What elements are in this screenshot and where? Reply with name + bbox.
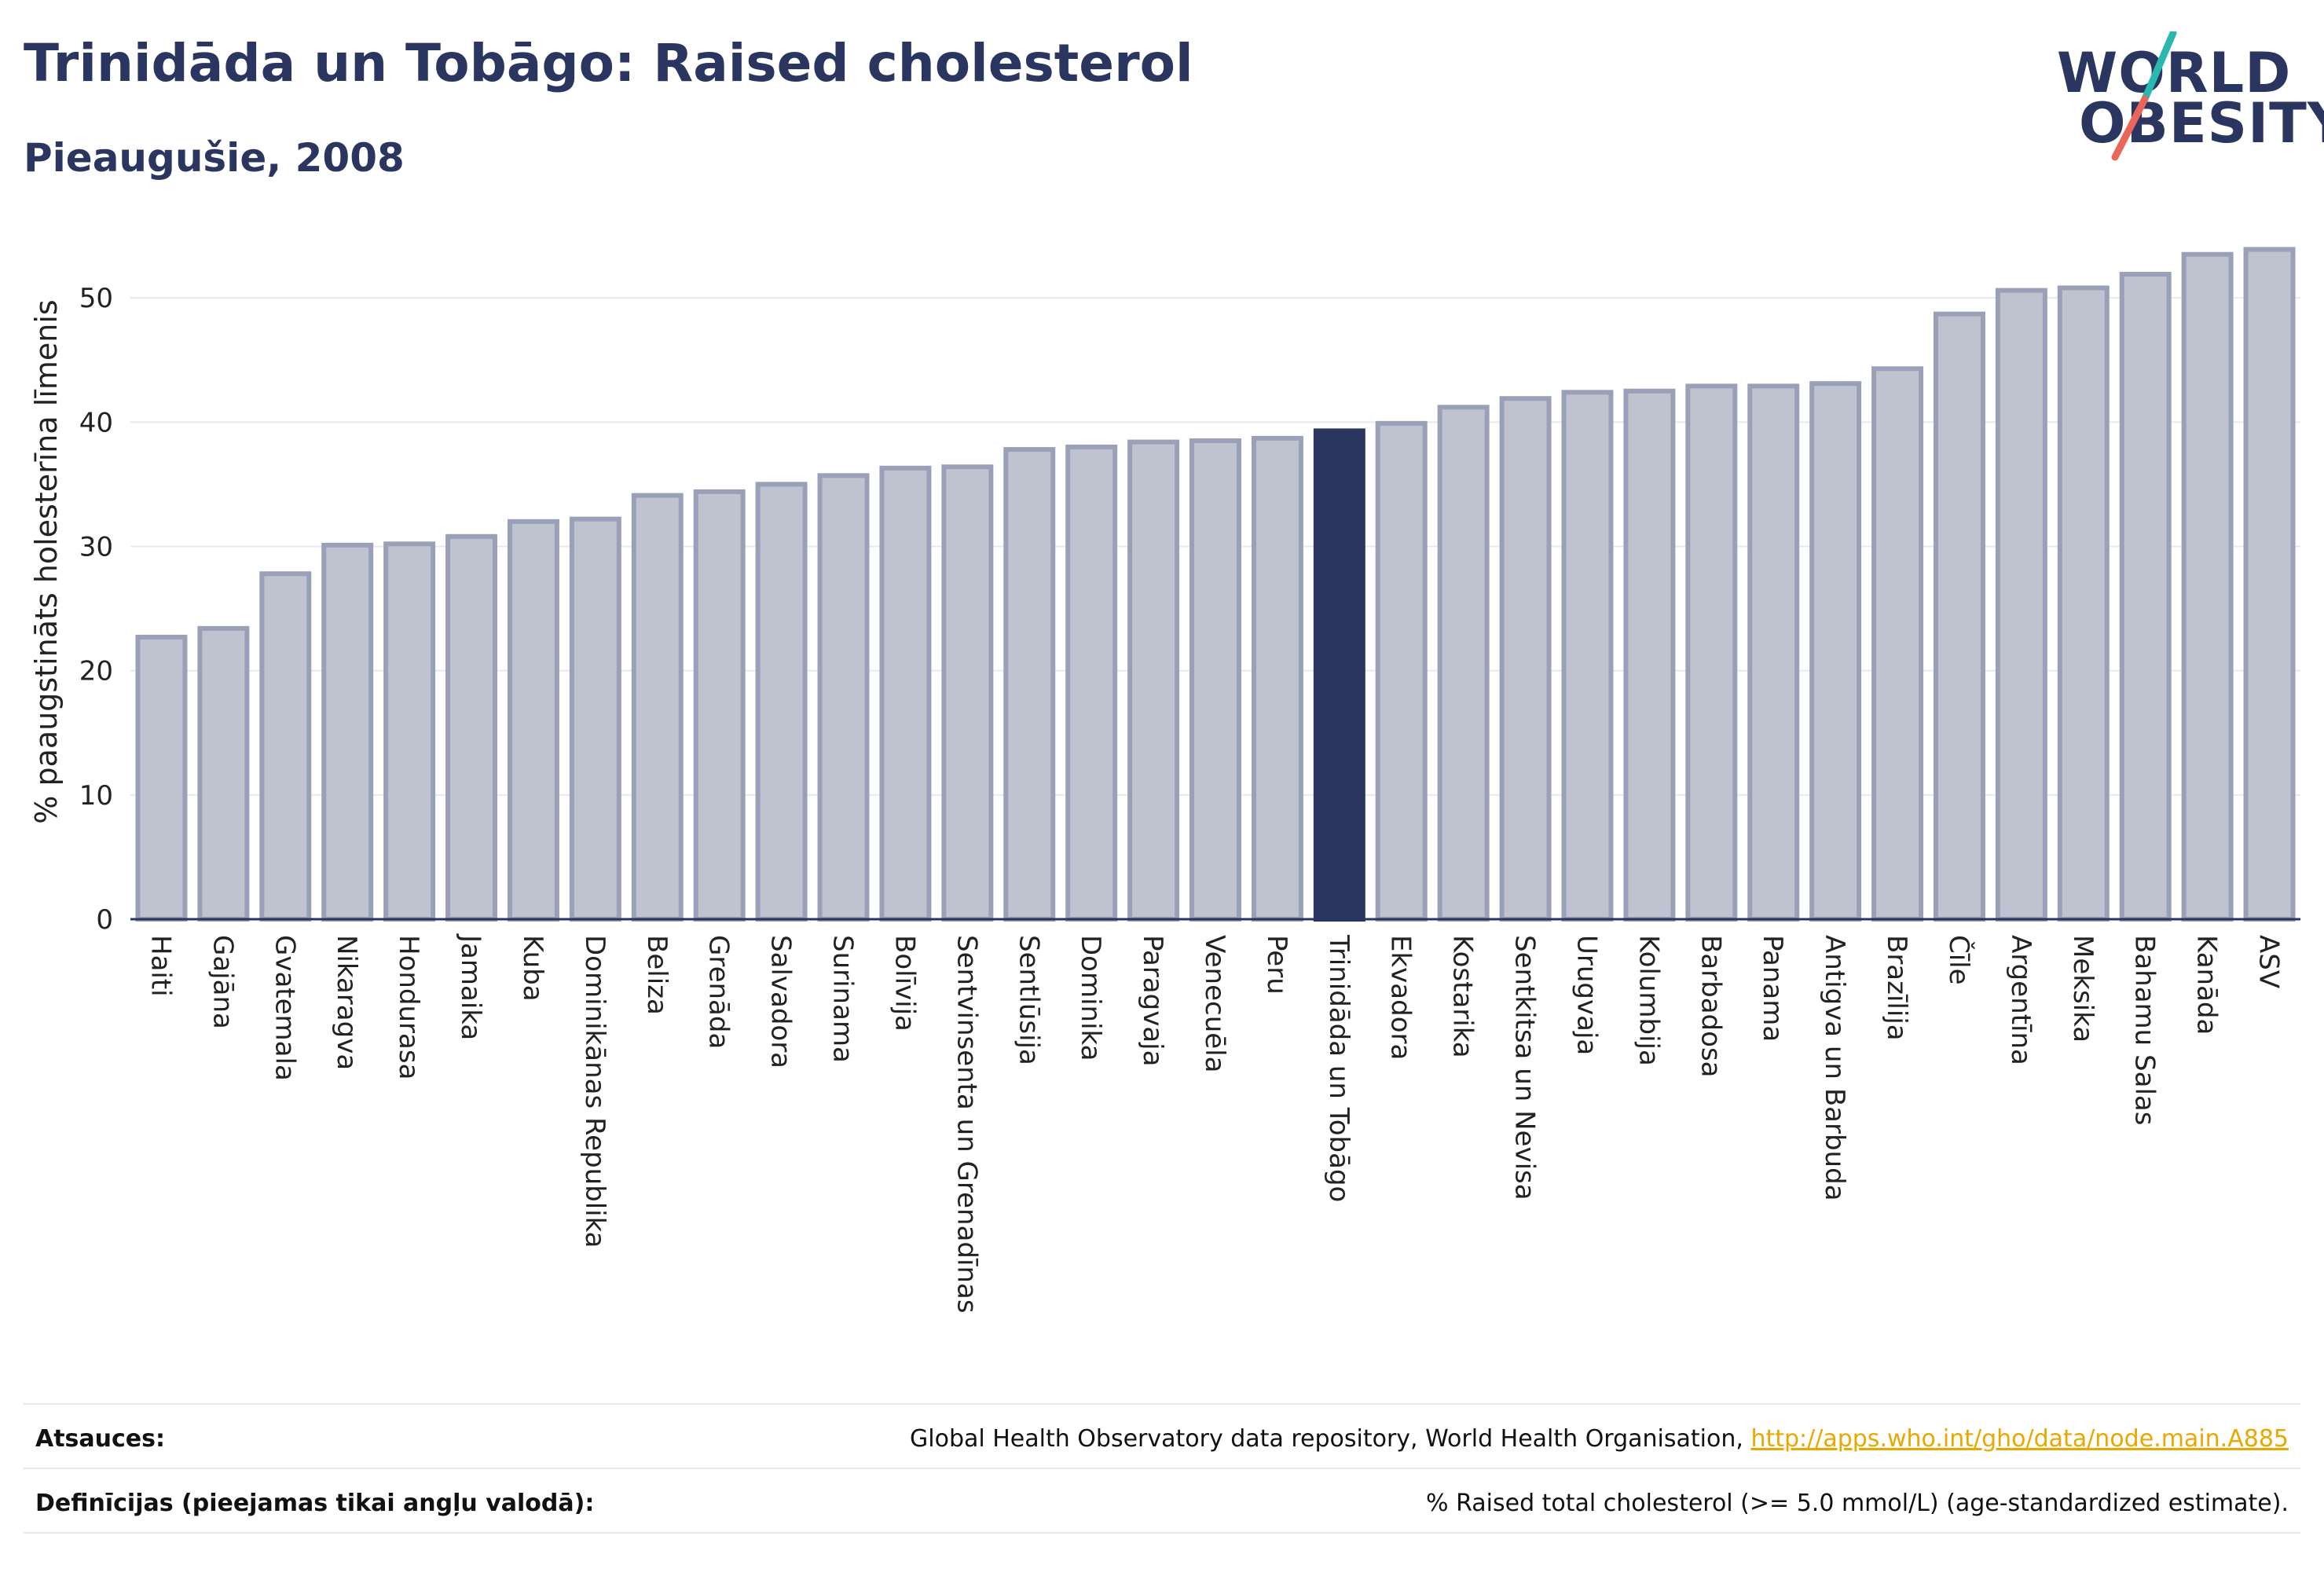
page-subtitle: Pieaugušie, 2008 bbox=[24, 135, 405, 181]
x-tick-label: Ekvadora bbox=[1385, 935, 1417, 1060]
y-axis-label: % paaugstināts holesterīna līmenis bbox=[29, 299, 64, 823]
x-tick-label: Salvadora bbox=[765, 935, 797, 1068]
x-tick-label: Grenāda bbox=[703, 935, 735, 1049]
x-tick-label: Haiti bbox=[145, 935, 176, 997]
y-tick-label: 30 bbox=[79, 531, 113, 563]
bar bbox=[569, 516, 621, 922]
bar bbox=[321, 542, 374, 922]
bar bbox=[1065, 444, 1118, 922]
bar bbox=[259, 571, 312, 922]
bar bbox=[2243, 247, 2296, 922]
definitions-label: Definīcijas (pieejamas tikai angļu valod… bbox=[35, 1490, 595, 1517]
bar bbox=[1995, 288, 2047, 922]
bar bbox=[941, 464, 994, 922]
y-tick-label: 0 bbox=[96, 904, 113, 936]
page-title: Trinidāda un Tobāgo: Raised cholesterol bbox=[24, 33, 1193, 93]
bar bbox=[1189, 438, 1241, 922]
x-tick-label: Peru bbox=[1261, 935, 1292, 995]
bar bbox=[1313, 428, 1365, 922]
sources-text: Global Health Observatory data repositor… bbox=[910, 1425, 1751, 1453]
x-tick-label: Barbadosa bbox=[1695, 935, 1726, 1078]
bar bbox=[1871, 366, 1924, 922]
world-obesity-logo: WORLD OBESITY bbox=[2057, 31, 2324, 173]
bar bbox=[1251, 435, 1303, 922]
x-tick-label: Kuba bbox=[517, 935, 548, 1002]
x-tick-label: Jamaika bbox=[455, 933, 486, 1040]
x-tick-label: Bolīvija bbox=[889, 935, 920, 1032]
bar bbox=[445, 533, 498, 922]
x-tick-label: Gvatemala bbox=[269, 935, 300, 1081]
x-tick-label: Kostarika bbox=[1447, 935, 1479, 1058]
sources-value: Global Health Observatory data repositor… bbox=[910, 1425, 2289, 1453]
bar bbox=[693, 489, 746, 922]
x-tick-label: Gajāna bbox=[207, 935, 238, 1029]
x-tick-label: Meksika bbox=[2067, 935, 2099, 1043]
bar bbox=[1003, 447, 1056, 922]
x-tick-label: Surinama bbox=[827, 935, 859, 1063]
bar bbox=[1623, 388, 1676, 922]
bar bbox=[1437, 405, 1490, 922]
bar bbox=[631, 493, 684, 922]
y-tick-label: 40 bbox=[79, 407, 113, 438]
x-tick-label: Hondurasa bbox=[393, 935, 424, 1079]
sources-link[interactable]: http://apps.who.int/gho/data/node.main.A… bbox=[1750, 1425, 2289, 1453]
bar bbox=[817, 473, 870, 922]
bar bbox=[507, 519, 559, 922]
x-tick-label: Sentlūsija bbox=[1013, 935, 1044, 1065]
x-tick-label: Trinidāda un Tobāgo bbox=[1323, 934, 1354, 1202]
bar bbox=[1933, 311, 1985, 922]
x-tick-label: Dominikānas Republika bbox=[579, 935, 610, 1248]
footer-divider-middle bbox=[24, 1468, 2300, 1469]
bar bbox=[755, 482, 808, 922]
x-tick-label: Kolumbija bbox=[1633, 935, 1664, 1066]
bar bbox=[197, 625, 250, 922]
x-tick-label: Beliza bbox=[641, 935, 673, 1015]
x-tick-label: Nikaragva bbox=[331, 935, 362, 1070]
x-tick-label: Venecuēla bbox=[1199, 935, 1230, 1072]
x-tick-label: ASV bbox=[2253, 935, 2285, 988]
x-tick-label: Bahamu Salas bbox=[2129, 935, 2161, 1125]
bar bbox=[1375, 420, 1428, 922]
x-tick-label: Čīle bbox=[1943, 935, 1975, 985]
bar bbox=[1809, 381, 1862, 922]
x-tick-label: Kanāda bbox=[2191, 935, 2223, 1035]
y-tick-label: 10 bbox=[79, 780, 113, 812]
x-tick-label: Urugvaja bbox=[1571, 935, 1602, 1055]
x-tick-label: Sentvinsenta un Grenadīnas bbox=[951, 935, 982, 1314]
x-tick-label: Sentkitsa un Nevisa bbox=[1509, 935, 1541, 1200]
bar bbox=[2181, 251, 2234, 922]
bar-chart: 0 10 20 30 40 50 % paaugstināts holesterīna lī… bbox=[29, 247, 2300, 1314]
x-tick-label: Panama bbox=[1757, 935, 1788, 1042]
x-tick-label: Antigva un Barbuda bbox=[1819, 935, 1850, 1201]
x-tick-label: Argentīna bbox=[2005, 935, 2036, 1065]
footer-divider-top bbox=[24, 1403, 2300, 1405]
bar bbox=[879, 465, 932, 922]
bar bbox=[1499, 396, 1552, 922]
bar bbox=[2119, 272, 2172, 922]
bar bbox=[2057, 285, 2110, 922]
y-tick-label: 50 bbox=[79, 283, 113, 314]
bar bbox=[1747, 383, 1800, 922]
bar bbox=[1561, 390, 1614, 922]
logo-line-1: WORLD bbox=[2057, 41, 2292, 105]
sources-label: Atsauces: bbox=[35, 1425, 165, 1453]
logo-slash-icon bbox=[2111, 31, 2177, 161]
bar bbox=[135, 634, 188, 922]
bar bbox=[383, 541, 436, 922]
bar bbox=[1127, 439, 1180, 922]
x-tick-label: Brazīlija bbox=[1881, 935, 1912, 1041]
y-tick-label: 20 bbox=[79, 656, 113, 687]
definitions-value: % Raised total cholesterol (>= 5.0 mmol/… bbox=[1426, 1490, 2289, 1517]
x-tick-label: Paragvaja bbox=[1137, 935, 1168, 1066]
footer-divider-bottom bbox=[24, 1532, 2300, 1534]
bar bbox=[1685, 383, 1738, 922]
x-tick-label: Dominika bbox=[1075, 935, 1106, 1061]
